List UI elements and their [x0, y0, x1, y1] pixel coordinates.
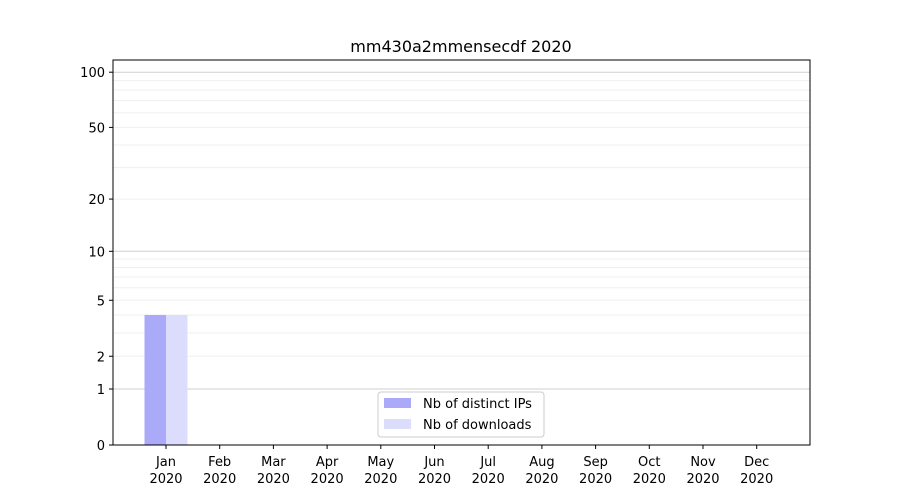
plot-frame	[112, 59, 811, 446]
x-tick-label-year: 2020	[257, 472, 290, 487]
x-tick-label: Sep	[583, 455, 608, 470]
y-tick-label: 5	[97, 294, 105, 309]
x-tick-label: Jun	[423, 455, 444, 470]
y-tick-label: 20	[88, 193, 105, 208]
x-tick-label-year: 2020	[418, 472, 451, 487]
x-tick-label: Apr	[316, 455, 339, 470]
x-tick-label-year: 2020	[525, 472, 558, 487]
x-tick-label: Aug	[529, 455, 554, 470]
y-tick-label: 1	[97, 383, 105, 398]
x-tick-label-year: 2020	[311, 472, 344, 487]
y-tick-label: 100	[80, 66, 105, 81]
x-tick-label: Dec	[744, 455, 769, 470]
y-tick-label: 50	[88, 121, 105, 136]
y-tick-label: 2	[97, 350, 105, 365]
x-tick-label: Nov	[690, 455, 716, 470]
x-tick-label: Feb	[208, 455, 231, 470]
y-tick-label: 0	[97, 439, 105, 454]
x-tick-label-year: 2020	[203, 472, 236, 487]
x-tick-label: Oct	[638, 455, 660, 470]
legend-swatch	[384, 398, 411, 408]
x-tick-label: Jul	[479, 455, 496, 470]
x-tick-label-year: 2020	[472, 472, 505, 487]
x-tick-label-year: 2020	[740, 472, 773, 487]
x-tick-label: May	[367, 455, 394, 470]
bar-downloads	[166, 314, 188, 445]
x-tick-label-year: 2020	[633, 472, 666, 487]
x-tick-label: Mar	[261, 455, 286, 470]
legend-swatch	[384, 419, 411, 429]
x-tick-label-year: 2020	[364, 472, 397, 487]
legend-label: Nb of downloads	[423, 418, 532, 433]
x-tick-label-year: 2020	[579, 472, 612, 487]
bar-distinct-ips	[144, 314, 166, 445]
x-tick-label-year: 2020	[686, 472, 719, 487]
legend-box	[377, 391, 545, 438]
chart-title: mm430a2mmensecdf 2020	[350, 37, 571, 56]
x-tick-label: Jan	[155, 455, 176, 470]
y-tick-label: 10	[88, 245, 105, 260]
legend-label: Nb of distinct IPs	[423, 397, 532, 412]
x-tick-label-year: 2020	[149, 472, 182, 487]
